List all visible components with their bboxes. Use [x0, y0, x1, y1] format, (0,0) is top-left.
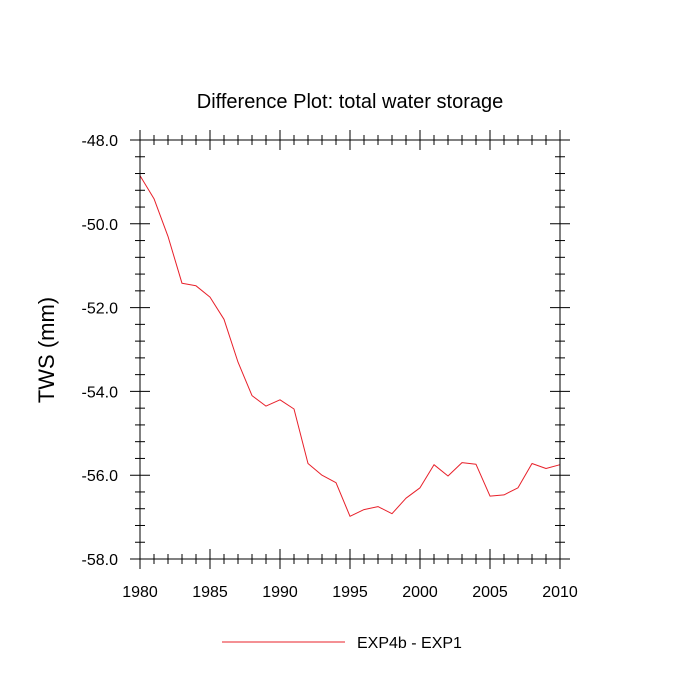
x-tick-label: 2005 — [472, 584, 508, 601]
x-tick-label: 1980 — [122, 584, 158, 601]
chart-title: Difference Plot: total water storage — [197, 91, 503, 113]
x-tick-label: 1985 — [192, 584, 228, 601]
y-axis-tick-labels: -48.0 -50.0 -52.0 -54.0 -56.0 -58.0 — [82, 133, 119, 569]
y-tick-label: -48.0 — [82, 133, 119, 150]
y-tick-label: -52.0 — [82, 301, 119, 318]
y-tick-label: -56.0 — [82, 468, 119, 485]
x-tick-label: 1995 — [332, 584, 368, 601]
series-layer — [139, 175, 561, 517]
y-axis-label: TWS (mm) — [34, 297, 59, 403]
y-tick-label: -58.0 — [82, 552, 119, 569]
plot-frame — [139, 139, 561, 560]
x-axis-ticks — [139, 130, 561, 569]
y-tick-label: -54.0 — [82, 384, 119, 401]
y-tick-label: -50.0 — [82, 217, 119, 234]
x-tick-label: 2010 — [542, 584, 578, 601]
legend-label: EXP4b - EXP1 — [357, 635, 462, 652]
x-axis-tick-labels: 1980 1985 1990 1995 2000 2005 2010 — [122, 584, 578, 601]
x-tick-label: 2000 — [402, 584, 438, 601]
x-tick-label: 1990 — [262, 584, 298, 601]
legend: EXP4b - EXP1 — [222, 635, 462, 652]
y-axis-ticks — [130, 139, 570, 560]
series-line-exp4b-minus-exp1 — [139, 175, 561, 517]
